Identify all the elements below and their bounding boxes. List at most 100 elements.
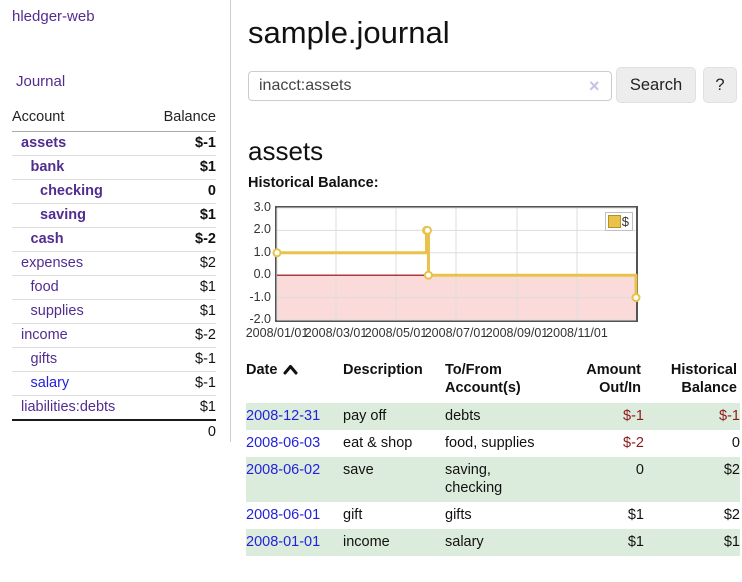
account-row: liabilities:debts $1 [12, 396, 216, 421]
account-balance: $1 [147, 156, 216, 180]
transaction-amount: 0 [548, 457, 644, 502]
account-link-assets[interactable]: assets [12, 135, 66, 152]
data-point-marker [274, 249, 281, 256]
accounts-total-row: 0 [12, 420, 216, 444]
register-row: 2008-06-03eat & shopfood, supplies$-20 [246, 430, 740, 457]
transaction-date-link[interactable]: 2008-12-31 [246, 408, 320, 424]
register-header-historical: HistoricalBalance [644, 359, 740, 403]
historical-balance-chart: 3.02.01.00.0-1.0-2.0 $ 2008/01/012008/03… [248, 200, 678, 348]
account-link-saving[interactable]: saving [12, 207, 86, 224]
account-title: assets [248, 136, 323, 167]
search-input[interactable] [248, 71, 612, 101]
account-balance: $-2 [147, 324, 216, 348]
account-balance: $2 [147, 252, 216, 276]
transaction-description: eat & shop [343, 430, 445, 457]
account-balance: $1 [147, 300, 216, 324]
account-link-expenses[interactable]: expenses [12, 255, 83, 272]
transaction-date-link[interactable]: 2008-06-03 [246, 435, 320, 451]
transaction-balance: $1 [644, 529, 740, 556]
legend-swatch-icon [608, 215, 621, 228]
search-button[interactable]: Search [616, 67, 696, 103]
y-tick-label: -1.0 [248, 290, 271, 304]
transaction-description: income [343, 529, 445, 556]
page-title: sample.journal [248, 15, 450, 51]
register-row: 2008-12-31pay offdebts$-1$-1 [246, 403, 740, 430]
register-header-date[interactable]: Date [246, 359, 343, 403]
account-balance: $-1 [147, 372, 216, 396]
transaction-amount: $1 [548, 502, 644, 529]
data-point-marker [424, 227, 431, 234]
account-row: expenses $2 [12, 252, 216, 276]
account-row: checking 0 [12, 180, 216, 204]
transaction-accounts: saving,checking [445, 457, 548, 502]
transaction-description: save [343, 457, 445, 502]
register-row: 2008-06-02 savesaving,checking0$2 [246, 457, 740, 502]
account-balance: $-2 [147, 228, 216, 252]
account-balance: 0 [147, 180, 216, 204]
transaction-amount: $-1 [548, 403, 644, 430]
chart-legend: $ [605, 212, 633, 231]
y-tick-label: 1.0 [248, 245, 271, 259]
account-row: salary $-1 [12, 372, 216, 396]
account-row: food $1 [12, 276, 216, 300]
transaction-balance: $2 [644, 457, 740, 502]
transaction-date-link[interactable]: 2008-06-01 [246, 507, 320, 523]
data-point-marker [425, 272, 432, 279]
register-row: 2008-01-01incomesalary$1$1 [246, 529, 740, 556]
hledger-web-app: hledger-web Journal Account Balance asse… [0, 0, 742, 582]
x-tick-label: 2008/11/01 [546, 326, 608, 340]
accounts-header-balance: Balance [147, 106, 216, 132]
x-tick-label: 2008/09/01 [486, 326, 549, 340]
account-link-liabilities-debts[interactable]: liabilities:debts [12, 399, 115, 416]
transaction-amount: $-2 [548, 430, 644, 457]
transaction-date-link[interactable]: 2008-01-01 [246, 534, 320, 550]
account-row: saving$1 [12, 204, 216, 228]
legend-label: $ [622, 214, 629, 229]
account-link-salary[interactable]: salary [12, 375, 69, 392]
y-tick-label: 0.0 [248, 267, 271, 281]
brand-link[interactable]: hledger-web [12, 8, 95, 25]
account-link-checking[interactable]: checking [12, 183, 103, 200]
x-tick-label: 2008/01/01 [246, 326, 309, 340]
account-row: cash $-2 [12, 228, 216, 252]
y-tick-label: 3.0 [248, 200, 271, 214]
transaction-balance: $2 [644, 502, 740, 529]
account-row: bank $1 [12, 156, 216, 180]
clear-search-icon[interactable]: × [589, 77, 600, 95]
chevron-up-icon [283, 364, 298, 375]
account-balance: $-1 [147, 348, 216, 372]
register-header-row: DateDescriptionTo/FromAccount(s)AmountOu… [246, 359, 740, 403]
account-link-cash[interactable]: cash [12, 231, 64, 248]
sidebar-item-journal[interactable]: Journal [16, 73, 65, 90]
help-button[interactable]: ? [703, 67, 737, 103]
account-link-bank[interactable]: bank [12, 159, 64, 176]
register-table: DateDescriptionTo/FromAccount(s)AmountOu… [246, 359, 740, 556]
y-tick-label: -2.0 [248, 312, 271, 326]
account-row: assets$-1 [12, 132, 216, 156]
account-link-supplies[interactable]: supplies [12, 303, 84, 320]
account-link-food[interactable]: food [12, 279, 59, 296]
transaction-accounts: debts [445, 403, 548, 430]
account-balance: $1 [147, 396, 216, 421]
x-tick-label: 2008/07/01 [425, 326, 488, 340]
transaction-date-link[interactable]: 2008-06-02 [246, 462, 320, 478]
x-tick-label: 2008/05/01 [365, 326, 428, 340]
transaction-balance: $-1 [644, 403, 740, 430]
account-link-income[interactable]: income [12, 327, 68, 344]
y-tick-label: 2.0 [248, 222, 271, 236]
accounts-table: Account Balance assets$-1bank$1checking0… [12, 106, 216, 444]
accounts-header-account: Account [12, 106, 147, 132]
transaction-accounts: gifts [445, 502, 548, 529]
account-balance: $1 [147, 276, 216, 300]
transaction-balance: 0 [644, 430, 740, 457]
chart-label: Historical Balance: [248, 175, 379, 191]
register-header-amount: AmountOut/In [548, 359, 644, 403]
account-row: supplies $1 [12, 300, 216, 324]
transaction-amount: $1 [548, 529, 644, 556]
account-link-gifts[interactable]: gifts [12, 351, 57, 368]
register-header-description: Description [343, 359, 445, 403]
transaction-accounts: salary [445, 529, 548, 556]
chart-svg [277, 208, 636, 320]
account-row: income $-2 [12, 324, 216, 348]
register-header-to-from: To/FromAccount(s) [445, 359, 548, 403]
